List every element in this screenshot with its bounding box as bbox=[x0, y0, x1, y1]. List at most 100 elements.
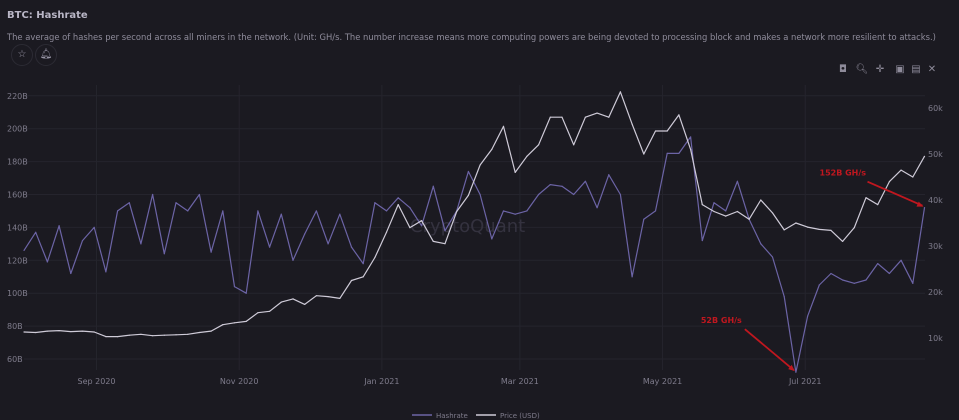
data-point bbox=[654, 130, 657, 132]
data-point bbox=[549, 116, 551, 118]
data-point bbox=[304, 233, 306, 235]
y-left-tick: 180B bbox=[7, 158, 28, 167]
data-point bbox=[561, 116, 563, 118]
data-point bbox=[690, 148, 692, 150]
camera-icon[interactable]: ◘ bbox=[839, 64, 847, 75]
legend-item[interactable]: Hashrate bbox=[436, 412, 468, 420]
data-point bbox=[725, 215, 727, 217]
data-point bbox=[116, 336, 119, 338]
data-point bbox=[479, 164, 481, 166]
data-point bbox=[152, 335, 154, 337]
data-point bbox=[713, 202, 715, 204]
data-point bbox=[385, 231, 388, 233]
data-point bbox=[268, 310, 271, 312]
data-point bbox=[327, 296, 329, 298]
arrowhead-icon bbox=[916, 201, 924, 207]
y-right-tick: 20k bbox=[928, 288, 943, 297]
data-point bbox=[900, 169, 902, 171]
data-point bbox=[233, 322, 236, 324]
data-point bbox=[877, 262, 879, 265]
data-point bbox=[46, 261, 48, 263]
data-point bbox=[912, 176, 914, 178]
data-point bbox=[608, 174, 610, 176]
data-point bbox=[210, 251, 212, 253]
data-point bbox=[678, 152, 680, 154]
data-point bbox=[58, 330, 60, 332]
y-left-tick: 80B bbox=[7, 322, 23, 331]
data-point bbox=[701, 204, 703, 206]
data-point bbox=[537, 193, 540, 196]
data-point bbox=[760, 243, 762, 245]
data-point bbox=[736, 210, 738, 213]
data-point bbox=[678, 114, 680, 116]
data-point bbox=[561, 185, 563, 187]
data-point bbox=[619, 193, 622, 196]
data-point bbox=[105, 271, 107, 273]
arrowhead-icon bbox=[788, 364, 795, 372]
close-icon[interactable]: ✕ bbox=[927, 64, 937, 75]
data-point bbox=[842, 279, 844, 281]
bell-icon[interactable]: 🔔︎ bbox=[35, 44, 57, 66]
data-point bbox=[374, 202, 376, 204]
data-point bbox=[514, 213, 516, 215]
data-point bbox=[268, 246, 271, 248]
data-point bbox=[70, 330, 72, 333]
data-point bbox=[771, 256, 774, 258]
data-point bbox=[23, 249, 25, 252]
data-point bbox=[245, 320, 247, 323]
data-point bbox=[842, 240, 844, 242]
data-point bbox=[327, 243, 329, 245]
data-point bbox=[900, 259, 902, 261]
data-point bbox=[771, 212, 774, 214]
data-point bbox=[339, 297, 341, 300]
watermark: CryptoQuant bbox=[410, 216, 525, 237]
data-point bbox=[315, 210, 317, 212]
y-left-tick: 120B bbox=[7, 256, 28, 265]
data-point bbox=[163, 253, 165, 255]
autoscale-icon[interactable]: ▣ bbox=[895, 64, 905, 75]
data-point bbox=[853, 282, 855, 284]
data-point bbox=[888, 272, 891, 275]
legend-item[interactable]: Price (USD) bbox=[500, 412, 540, 420]
data-point bbox=[292, 298, 294, 300]
data-point bbox=[140, 243, 142, 245]
data-point bbox=[175, 202, 177, 204]
data-point bbox=[666, 152, 668, 154]
annotation-arrow bbox=[744, 328, 795, 371]
data-point bbox=[23, 331, 25, 333]
data-point bbox=[584, 116, 586, 118]
data-point bbox=[467, 170, 470, 173]
data-point bbox=[362, 276, 364, 278]
data-point bbox=[210, 330, 212, 332]
data-point bbox=[806, 315, 809, 317]
data-point bbox=[140, 333, 142, 335]
data-point bbox=[198, 193, 201, 196]
x-tick: Sep 2020 bbox=[78, 377, 116, 386]
data-point bbox=[198, 331, 201, 334]
data-point bbox=[432, 185, 434, 187]
star-icon[interactable]: ☆ bbox=[11, 44, 33, 66]
chart-title: BTC: Hashrate bbox=[7, 10, 88, 21]
reset-axes-icon[interactable]: ▤ bbox=[911, 64, 921, 75]
pan-icon[interactable]: ✛ bbox=[875, 64, 885, 75]
data-point bbox=[362, 262, 364, 265]
data-point bbox=[584, 180, 586, 182]
data-point bbox=[304, 303, 306, 306]
data-point bbox=[339, 213, 341, 215]
zoom-icon[interactable]: 🔍︎ bbox=[855, 64, 869, 75]
annotation-label: 52B GH/s bbox=[701, 316, 742, 325]
x-tick: Jul 2021 bbox=[788, 377, 822, 386]
data-point bbox=[245, 292, 247, 294]
data-point bbox=[385, 210, 388, 212]
data-point bbox=[502, 210, 505, 212]
y-right-tick: 10k bbox=[928, 334, 943, 343]
data-point bbox=[116, 210, 119, 212]
data-point bbox=[81, 330, 84, 332]
data-point bbox=[537, 144, 540, 146]
data-point bbox=[70, 272, 72, 275]
data-point bbox=[596, 112, 598, 114]
data-point bbox=[877, 204, 879, 206]
series-line-price bbox=[23, 91, 926, 338]
data-point bbox=[818, 228, 820, 231]
data-point bbox=[830, 229, 832, 231]
